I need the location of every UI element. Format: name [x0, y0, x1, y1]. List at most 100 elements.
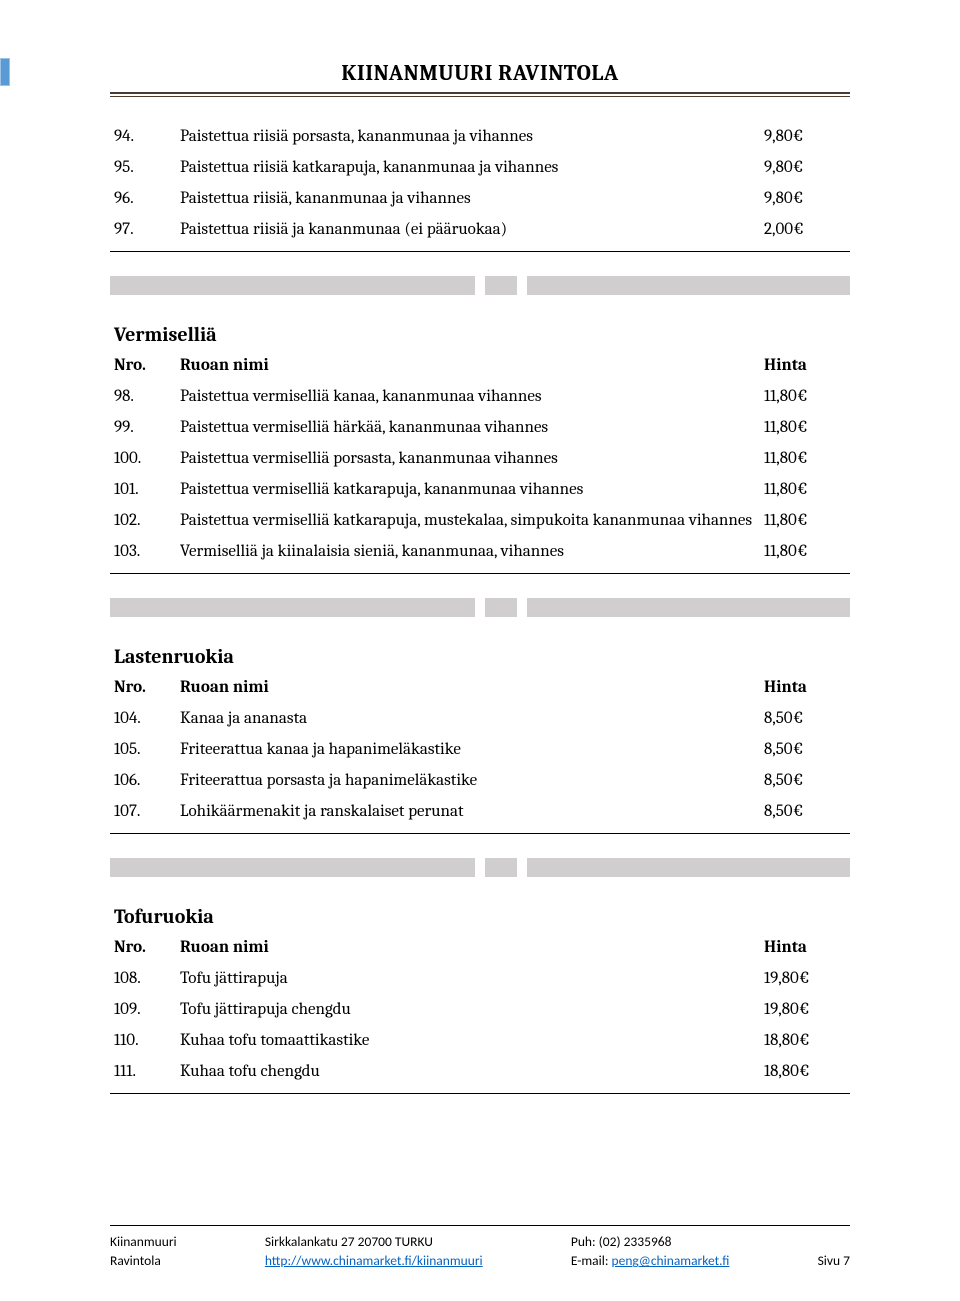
- header-name: Ruoan nimi: [176, 674, 760, 703]
- menu-item-name: Lohikäärmenakit ja ranskalaiset perunat: [176, 796, 760, 827]
- divider-cell: [527, 276, 850, 295]
- menu-item-price: 11,80€: [760, 412, 850, 443]
- menu-item-price: 9,80€: [760, 152, 850, 183]
- menu-item-name: Paistettua vermiselliä kanaa, kananmunaa…: [176, 381, 760, 412]
- section-table: Nro.Ruoan nimiHinta104.Kanaa ja ananasta…: [110, 674, 850, 827]
- menu-row: 106.Friteerattua porsasta ja hapanimeläk…: [110, 765, 850, 796]
- section-divider: [110, 858, 850, 877]
- menu-item-name: Friteerattua porsasta ja hapanimeläkasti…: [176, 765, 760, 796]
- menu-row: 109.Tofu jättirapuja chengdu19,80€: [110, 994, 850, 1025]
- menu-row: 111.Kuhaa tofu chengdu18,80€: [110, 1056, 850, 1087]
- footer-col-2: Sirkkalankatu 27 20700 TURKU http://www.…: [265, 1232, 483, 1271]
- divider-cell: [527, 858, 850, 877]
- footer-page-number: Sivu 7: [818, 1251, 850, 1271]
- menu-row: 103.Vermiselliä ja kiinalaisia sieniä, k…: [110, 536, 850, 567]
- divider-cell: [527, 598, 850, 617]
- menu-item-price: 8,50€: [760, 703, 850, 734]
- menu-item-name: Kuhaa tofu tomaattikastike: [176, 1025, 760, 1056]
- header-nr: Nro.: [110, 352, 176, 381]
- menu-item-name: Paistettua vermiselliä härkää, kananmuna…: [176, 412, 760, 443]
- section-bottom-rule: [110, 573, 850, 574]
- section-title: Tofuruokia: [110, 905, 850, 928]
- menu-row: 110.Kuhaa tofu tomaattikastike18,80€: [110, 1025, 850, 1056]
- footer-link[interactable]: http://www.chinamarket.fi/kiinanmuuri: [265, 1252, 483, 1269]
- header-name: Ruoan nimi: [176, 352, 760, 381]
- section-title: Vermiselliä: [110, 323, 850, 346]
- menu-item-name: Paistettua riisiä ja kananmunaa (ei päär…: [176, 214, 760, 245]
- divider-cell: [485, 598, 517, 617]
- top-items-table: 94.Paistettua riisiä porsasta, kananmuna…: [110, 121, 850, 245]
- menu-item-price: 9,80€: [760, 121, 850, 152]
- menu-item-number: 101.: [110, 474, 176, 505]
- menu-row: 108.Tofu jättirapuja19,80€: [110, 963, 850, 994]
- menu-item-price: 11,80€: [760, 505, 850, 536]
- menu-item-price: 8,50€: [760, 734, 850, 765]
- section-header-row: Nro.Ruoan nimiHinta: [110, 674, 850, 703]
- menu-item-number: 111.: [110, 1056, 176, 1087]
- menu-item-number: 95.: [110, 152, 176, 183]
- menu-row: 100.Paistettua vermiselliä porsasta, kan…: [110, 443, 850, 474]
- menu-row: 107.Lohikäärmenakit ja ranskalaiset peru…: [110, 796, 850, 827]
- menu-item-price: 11,80€: [760, 474, 850, 505]
- menu-row: 94.Paistettua riisiä porsasta, kananmuna…: [110, 121, 850, 152]
- menu-item-number: 94.: [110, 121, 176, 152]
- menu-item-number: 104.: [110, 703, 176, 734]
- page-title: KIINANMUURI RAVINTOLA: [110, 60, 850, 86]
- menu-item-name: Paistettua vermiselliä katkarapuja, kana…: [176, 474, 760, 505]
- menu-item-price: 2,00€: [760, 214, 850, 245]
- footer-link[interactable]: peng@chinamarket.fi: [612, 1252, 730, 1269]
- divider-cell: [485, 276, 517, 295]
- menu-row: 104.Kanaa ja ananasta8,50€: [110, 703, 850, 734]
- menu-item-name: Kuhaa tofu chengdu: [176, 1056, 760, 1087]
- footer-text: E-mail:: [571, 1252, 612, 1269]
- section-table: Nro.Ruoan nimiHinta98.Paistettua vermise…: [110, 352, 850, 567]
- menu-item-name: Paistettua riisiä porsasta, kananmunaa j…: [176, 121, 760, 152]
- menu-item-name: Paistettua vermiselliä katkarapuja, must…: [176, 505, 760, 536]
- menu-item-name: Friteerattua kanaa ja hapanimeläkastike: [176, 734, 760, 765]
- section-header-row: Nro.Ruoan nimiHinta: [110, 352, 850, 381]
- menu-item-name: Paistettua riisiä, kananmunaa ja vihanne…: [176, 183, 760, 214]
- footer-text: Kiinanmuuri: [110, 1232, 177, 1252]
- section-divider: [110, 598, 850, 617]
- menu-item-price: 11,80€: [760, 536, 850, 567]
- menu-row: 99.Paistettua vermiselliä härkää, kananm…: [110, 412, 850, 443]
- menu-item-name: Tofu jättirapuja chengdu: [176, 994, 760, 1025]
- menu-item-number: 99.: [110, 412, 176, 443]
- menu-item-number: 105.: [110, 734, 176, 765]
- menu-item-price: 11,80€: [760, 443, 850, 474]
- divider-cell: [110, 598, 475, 617]
- menu-row: 102.Paistettua vermiselliä katkarapuja, …: [110, 505, 850, 536]
- menu-row: 105.Friteerattua kanaa ja hapanimeläkast…: [110, 734, 850, 765]
- header-nr: Nro.: [110, 674, 176, 703]
- menu-item-name: Paistettua vermiselliä porsasta, kananmu…: [176, 443, 760, 474]
- menu-item-name: Vermiselliä ja kiinalaisia sieniä, kanan…: [176, 536, 760, 567]
- menu-item-number: 102.: [110, 505, 176, 536]
- footer-text: Ravintola: [110, 1251, 177, 1271]
- side-margin-tab: [0, 58, 10, 86]
- header-nr: Nro.: [110, 934, 176, 963]
- section-table: Nro.Ruoan nimiHinta108.Tofu jättirapuja1…: [110, 934, 850, 1087]
- header-price: Hinta: [760, 352, 850, 381]
- menu-item-number: 96.: [110, 183, 176, 214]
- footer-rule: [110, 1225, 850, 1226]
- menu-item-number: 107.: [110, 796, 176, 827]
- menu-item-name: Kanaa ja ananasta: [176, 703, 760, 734]
- menu-row: 98.Paistettua vermiselliä kanaa, kananmu…: [110, 381, 850, 412]
- menu-item-number: 98.: [110, 381, 176, 412]
- menu-item-price: 18,80€: [760, 1025, 850, 1056]
- menu-row: 96.Paistettua riisiä, kananmunaa ja viha…: [110, 183, 850, 214]
- divider-cell: [485, 858, 517, 877]
- section-bottom-rule: [110, 1093, 850, 1094]
- title-double-rule: [110, 92, 850, 97]
- menu-item-number: 109.: [110, 994, 176, 1025]
- section-bottom-rule: [110, 833, 850, 834]
- menu-item-number: 97.: [110, 214, 176, 245]
- footer-col-1: Kiinanmuuri Ravintola: [110, 1232, 177, 1271]
- menu-item-price: 8,50€: [760, 796, 850, 827]
- menu-item-price: 19,80€: [760, 994, 850, 1025]
- header-price: Hinta: [760, 674, 850, 703]
- header-name: Ruoan nimi: [176, 934, 760, 963]
- menu-item-number: 103.: [110, 536, 176, 567]
- menu-item-price: 11,80€: [760, 381, 850, 412]
- menu-item-price: 8,50€: [760, 765, 850, 796]
